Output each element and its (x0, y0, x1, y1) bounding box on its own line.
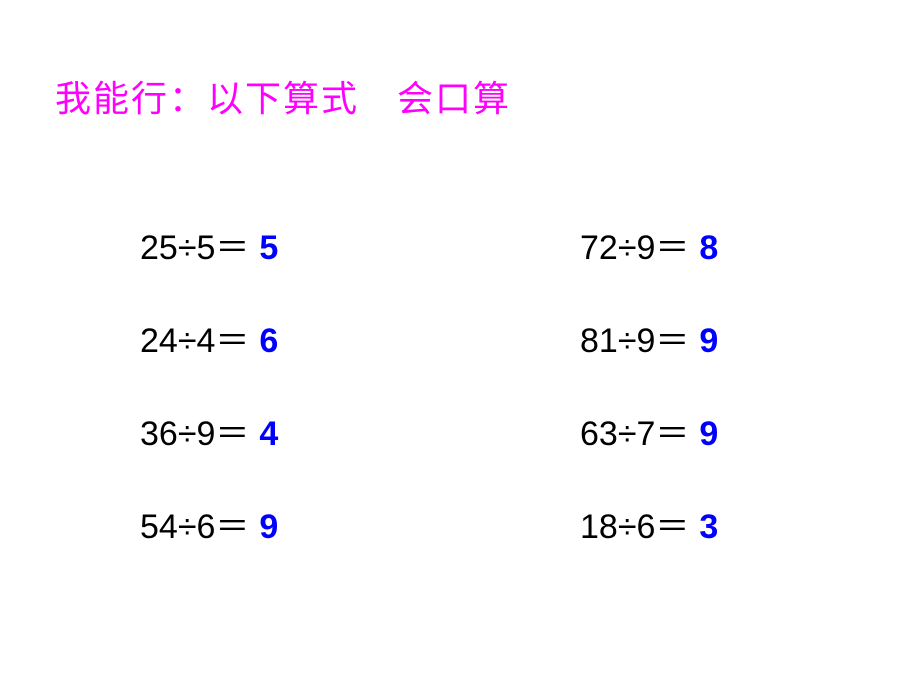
problem-row: 24÷4＝ 6 81÷9＝ 9 (140, 313, 840, 362)
expression: 72÷9＝ (580, 220, 689, 269)
problem-row: 54÷6＝ 9 18÷6＝ 3 (140, 499, 840, 548)
expression: 81÷9＝ (580, 313, 689, 362)
answer: 4 (259, 415, 278, 454)
answer: 9 (259, 508, 278, 547)
expression: 63÷7＝ (580, 406, 689, 455)
expression: 54÷6＝ (140, 499, 249, 548)
problem-item: 24÷4＝ 6 (140, 313, 580, 362)
problem-row: 25÷5＝ 5 72÷9＝ 8 (140, 220, 840, 269)
problem-item: 25÷5＝ 5 (140, 220, 580, 269)
problem-item: 63÷7＝ 9 (580, 406, 718, 455)
expression: 24÷4＝ (140, 313, 249, 362)
problem-item: 18÷6＝ 3 (580, 499, 718, 548)
answer: 5 (259, 229, 278, 268)
problems-grid: 25÷5＝ 5 72÷9＝ 8 24÷4＝ 6 81÷9＝ 9 36÷9＝ 4 … (140, 220, 840, 592)
problem-item: 72÷9＝ 8 (580, 220, 718, 269)
problem-item: 54÷6＝ 9 (140, 499, 580, 548)
answer: 9 (699, 322, 718, 361)
problem-item: 81÷9＝ 9 (580, 313, 718, 362)
problem-row: 36÷9＝ 4 63÷7＝ 9 (140, 406, 840, 455)
answer: 8 (699, 229, 718, 268)
answer: 3 (699, 508, 718, 547)
answer: 9 (699, 415, 718, 454)
expression: 18÷6＝ (580, 499, 689, 548)
answer: 6 (259, 322, 278, 361)
problem-item: 36÷9＝ 4 (140, 406, 580, 455)
expression: 25÷5＝ (140, 220, 249, 269)
page-title: 我能行：以下算式 会口算 (55, 70, 511, 122)
expression: 36÷9＝ (140, 406, 249, 455)
